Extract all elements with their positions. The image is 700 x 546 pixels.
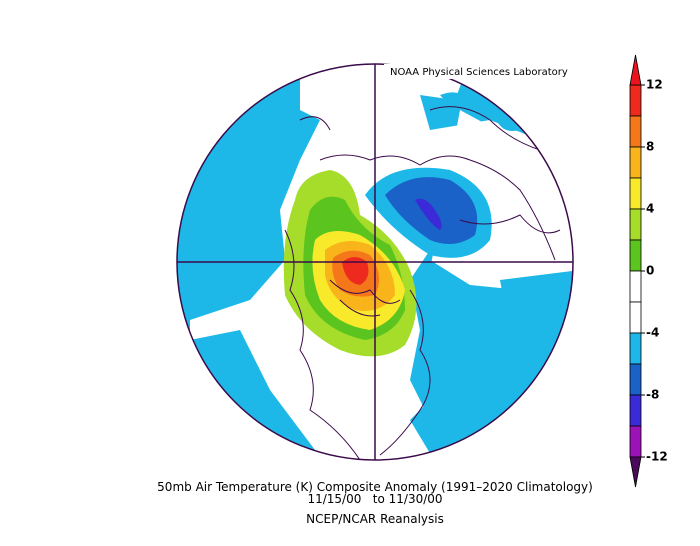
colorbar: 12 8 4 0 -4 -8 -12 [629, 54, 668, 488]
map [177, 64, 573, 460]
colorbar-label: -12 [646, 450, 668, 464]
warm-core [342, 257, 369, 285]
cold-core [415, 198, 442, 230]
colorbar-segment [629, 146, 642, 179]
date-range: 11/15/00 to 11/30/00 [307, 492, 442, 506]
colorbar-segment [629, 208, 642, 241]
colorbar-segment [629, 425, 642, 458]
colorbar-arrow [629, 456, 642, 488]
coastlines [284, 106, 561, 460]
colorbar-label: 4 [646, 202, 654, 216]
colorbar-label: 0 [646, 264, 654, 278]
colorbar-segment [629, 270, 642, 303]
colorbar-segment [629, 177, 642, 210]
colorbar-label: 8 [646, 140, 654, 154]
colorbar-segment [629, 332, 642, 365]
cyan-patch [440, 92, 520, 131]
credit: NOAA Physical Sciences Laboratory [390, 67, 568, 78]
colorbar-segment [629, 115, 642, 148]
cyan-band [410, 260, 560, 420]
colorbar-segment [629, 363, 642, 396]
map-title: 50mb Air Temperature (K) Composite Anoma… [157, 480, 593, 494]
colorbar-label: 12 [646, 78, 663, 92]
data-source: NCEP/NCAR Reanalysis [306, 512, 444, 526]
colorbar-arrow [629, 54, 642, 86]
colorbar-segment [629, 84, 642, 117]
colorbar-segment [629, 239, 642, 272]
colorbar-label: -8 [646, 388, 659, 402]
credit-box [384, 64, 574, 79]
colorbar-label: -4 [646, 326, 659, 340]
colorbar-segment [629, 301, 642, 334]
colorbar-segment [629, 394, 642, 427]
